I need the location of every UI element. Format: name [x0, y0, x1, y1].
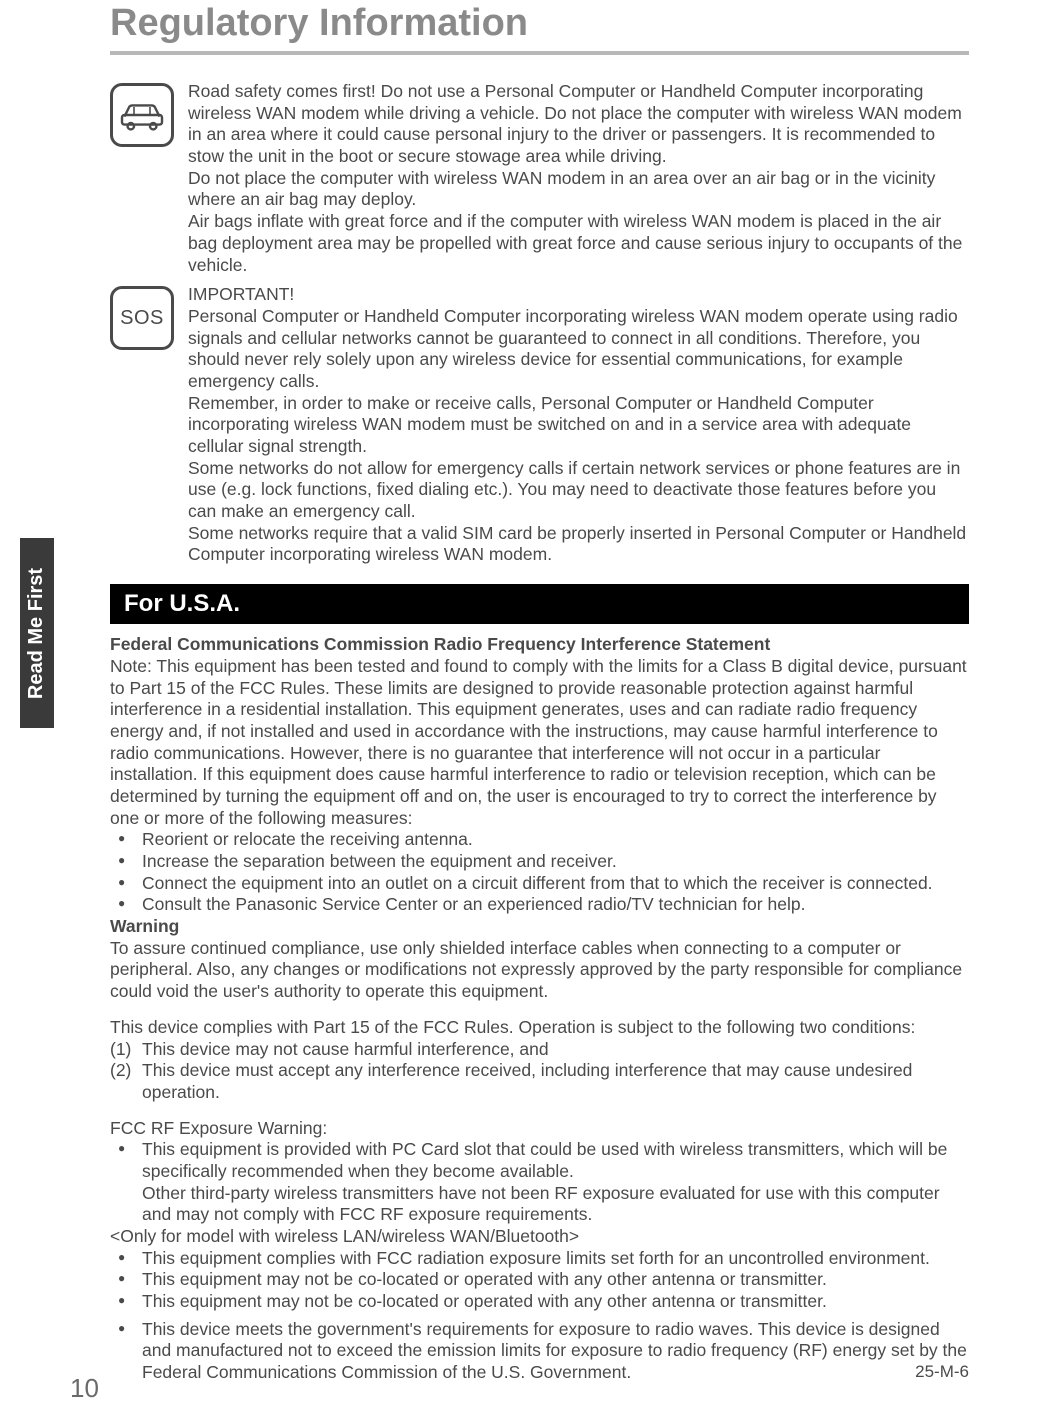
- rf1-a: This equipment is provided with PC Card …: [142, 1139, 947, 1181]
- sos-icon-label: SOS: [120, 307, 164, 330]
- page-number: 10: [70, 1373, 99, 1404]
- road-safety-p1: Road safety comes first! Do not use a Pe…: [188, 81, 969, 168]
- fcc-note: Note: This equipment has been tested and…: [110, 656, 969, 830]
- part15-t: This device may not cause harmful interf…: [142, 1039, 549, 1059]
- part15-intro: This device complies with Part 15 of the…: [110, 1017, 969, 1039]
- rf-item: This equipment may not be co-located or …: [110, 1269, 969, 1291]
- measure-item: Reorient or relocate the receiving anten…: [110, 829, 969, 851]
- sos-body: IMPORTANT! Personal Computer or Handheld…: [188, 284, 969, 566]
- part15-n: (2): [110, 1060, 131, 1082]
- page: Regulatory Information Read Me First Roa…: [0, 0, 1039, 1404]
- sos-section: SOS IMPORTANT! Personal Computer or Hand…: [110, 284, 969, 566]
- rf-item: This equipment complies with FCC radiati…: [110, 1248, 969, 1270]
- measure-item: Connect the equipment into an outlet on …: [110, 873, 969, 895]
- sos-p2: Remember, in order to make or receive ca…: [188, 393, 969, 458]
- rf-heading: FCC RF Exposure Warning:: [110, 1118, 969, 1140]
- usa-heading: For U.S.A.: [110, 584, 969, 624]
- part15-t: This device must accept any interference…: [142, 1060, 912, 1102]
- fcc-measures-list: Reorient or relocate the receiving anten…: [110, 829, 969, 916]
- sos-icon: SOS: [110, 286, 174, 350]
- warning-heading: Warning: [110, 916, 969, 938]
- road-safety-section: Road safety comes first! Do not use a Pe…: [110, 81, 969, 276]
- measure-item: Increase the separation between the equi…: [110, 851, 969, 873]
- sos-p3: Some networks do not allow for emergency…: [188, 458, 969, 523]
- car-svg: [118, 98, 166, 132]
- page-title: Regulatory Information: [110, 0, 969, 51]
- road-safety-body: Road safety comes first! Do not use a Pe…: [188, 81, 969, 276]
- sos-important: IMPORTANT!: [188, 284, 969, 306]
- side-tab: Read Me First: [20, 538, 54, 728]
- rf1-b: Other third-party wireless transmitters …: [142, 1183, 969, 1226]
- side-tab-label: Read Me First: [26, 567, 49, 698]
- title-rule: [110, 51, 969, 55]
- warning-text: To assure continued compliance, use only…: [110, 938, 969, 1003]
- sos-p4: Some networks require that a valid SIM c…: [188, 523, 969, 566]
- rf-last-list: This device meets the government's requi…: [110, 1319, 969, 1384]
- rf-list2: This equipment complies with FCC radiati…: [110, 1248, 969, 1313]
- road-safety-p3: Air bags inflate with great force and if…: [188, 211, 969, 276]
- sos-p1: Personal Computer or Handheld Computer i…: [188, 306, 969, 393]
- rf-list1: This equipment is provided with PC Card …: [110, 1139, 969, 1226]
- car-icon: [110, 83, 174, 147]
- part15-list: (1) This device may not cause harmful int…: [110, 1039, 969, 1104]
- part15-item: (1) This device may not cause harmful int…: [110, 1039, 969, 1061]
- part15-item: (2) This device must accept any interfere…: [110, 1060, 969, 1103]
- usa-body: Federal Communications Commission Radio …: [110, 634, 969, 1384]
- road-safety-p2: Do not place the computer with wireless …: [188, 168, 969, 211]
- part15-n: (1): [110, 1039, 131, 1061]
- rf-item: This equipment may not be co-located or …: [110, 1291, 969, 1313]
- measure-item: Consult the Panasonic Service Center or …: [110, 894, 969, 916]
- rf-item: This equipment is provided with PC Card …: [110, 1139, 969, 1226]
- fcc-heading: Federal Communications Commission Radio …: [110, 634, 969, 656]
- rf-last: This device meets the government's requi…: [110, 1319, 969, 1384]
- only-for: <Only for model with wireless LAN/wirele…: [110, 1226, 969, 1248]
- reference-code: 25-M-6: [915, 1362, 969, 1382]
